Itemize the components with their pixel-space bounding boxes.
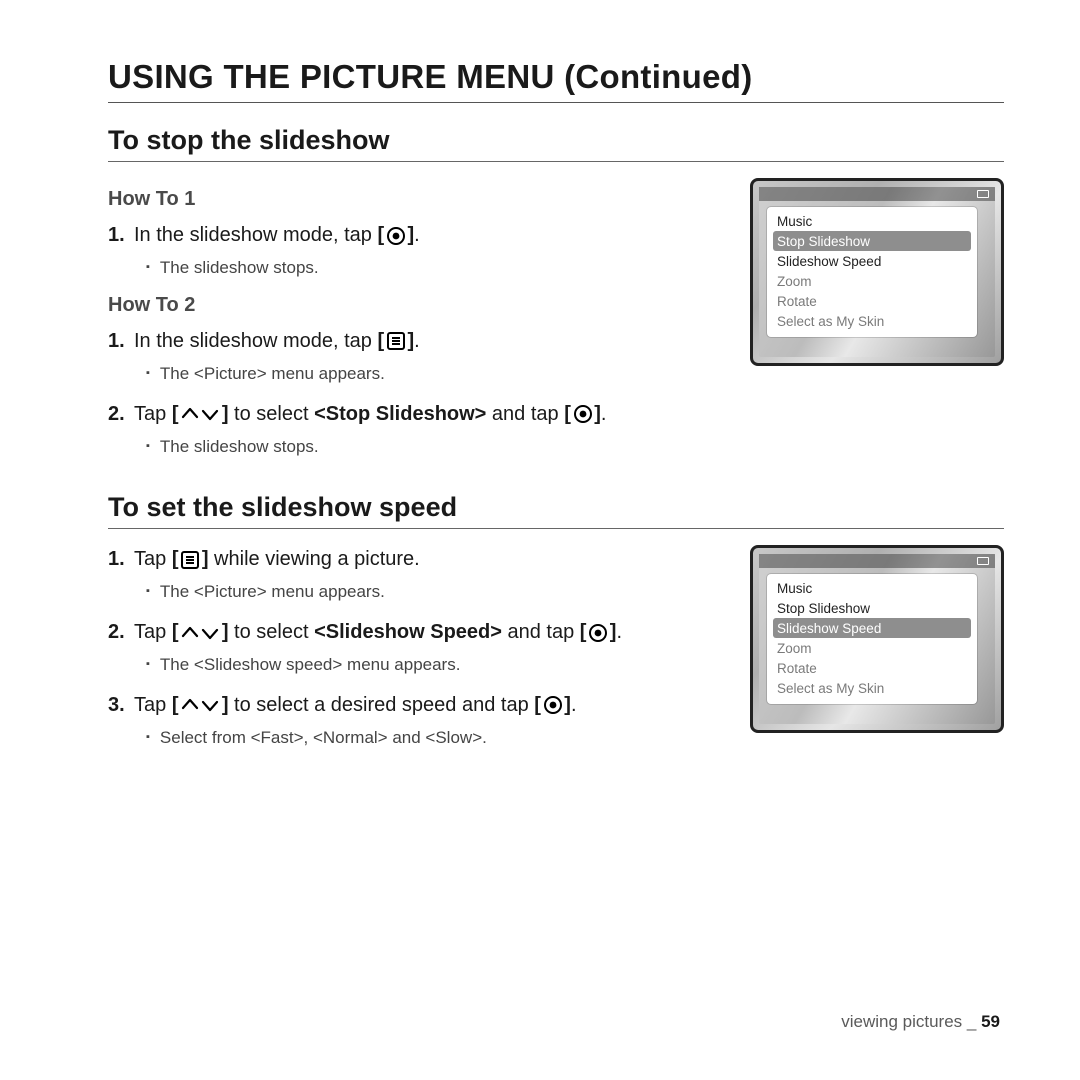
device-menu-item: Rotate (773, 658, 971, 678)
device-menu-1: MusicStop SlideshowSlideshow SpeedZoomRo… (767, 207, 977, 337)
device-menu-item: Music (773, 578, 971, 598)
device-menu-item: Select as My Skin (773, 678, 971, 698)
device-menu-item: Music (773, 211, 971, 231)
device-menu-2: MusicStop SlideshowSlideshow SpeedZoomRo… (767, 574, 977, 704)
circle-ok-icon (386, 226, 406, 246)
battery-icon (977, 190, 989, 198)
up-icon (180, 404, 200, 424)
howto1-sub1: The slideshow stops. (146, 256, 728, 280)
page-footer: viewing pictures _ 59 (841, 1012, 1000, 1032)
page-title: USING THE PICTURE MENU (Continued) (108, 58, 1004, 103)
s2-sub2: The <Slideshow speed> menu appears. (146, 653, 728, 677)
circle-ok-icon (573, 404, 593, 424)
up-icon (180, 623, 200, 643)
menu-icon (180, 550, 200, 570)
howto1-label: How To 1 (108, 188, 728, 211)
up-icon (180, 695, 200, 715)
s2-step3: 3. Tap [ ] to select a desired speed and… (108, 691, 728, 720)
section-speed-heading: To set the slideshow speed (108, 492, 1004, 529)
device-menu-item: Zoom (773, 638, 971, 658)
s2-step1: 1. Tap [ ] while viewing a picture. (108, 545, 728, 574)
down-icon (200, 695, 220, 715)
howto2-sub2: The slideshow stops. (146, 435, 1004, 459)
battery-icon (977, 557, 989, 565)
device-menu-item: Zoom (773, 271, 971, 291)
howto2-label: How To 2 (108, 294, 728, 317)
device-screenshot-2: MusicStop SlideshowSlideshow SpeedZoomRo… (750, 545, 1004, 733)
text: In the slideshow mode, tap (134, 224, 377, 246)
down-icon (200, 623, 220, 643)
text: . (414, 224, 420, 246)
circle-ok-icon (588, 623, 608, 643)
device-menu-item: Rotate (773, 291, 971, 311)
s2-step2: 2. Tap [ ] to select <Slideshow Speed> a… (108, 618, 728, 647)
howto2-step2: 2. Tap [ ] to select <Stop Slideshow> an… (108, 400, 1004, 429)
circle-ok-icon (543, 695, 563, 715)
section-stop-heading: To stop the slideshow (108, 125, 1004, 162)
howto2-sub1: The <Picture> menu appears. (146, 362, 728, 386)
device-menu-item: Stop Slideshow (773, 231, 971, 251)
menu-icon (386, 331, 406, 351)
device-menu-item: Stop Slideshow (773, 598, 971, 618)
down-icon (200, 404, 220, 424)
device-screenshot-1: MusicStop SlideshowSlideshow SpeedZoomRo… (750, 178, 1004, 366)
howto1-step1: 1. In the slideshow mode, tap [ ]. (108, 221, 728, 250)
howto2-step1: 1. In the slideshow mode, tap [ ]. (108, 327, 728, 356)
device-menu-item: Slideshow Speed (773, 251, 971, 271)
s2-sub1: The <Picture> menu appears. (146, 580, 728, 604)
device-menu-item: Slideshow Speed (773, 618, 971, 638)
s2-sub3: Select from <Fast>, <Normal> and <Slow>. (146, 726, 728, 750)
device-menu-item: Select as My Skin (773, 311, 971, 331)
